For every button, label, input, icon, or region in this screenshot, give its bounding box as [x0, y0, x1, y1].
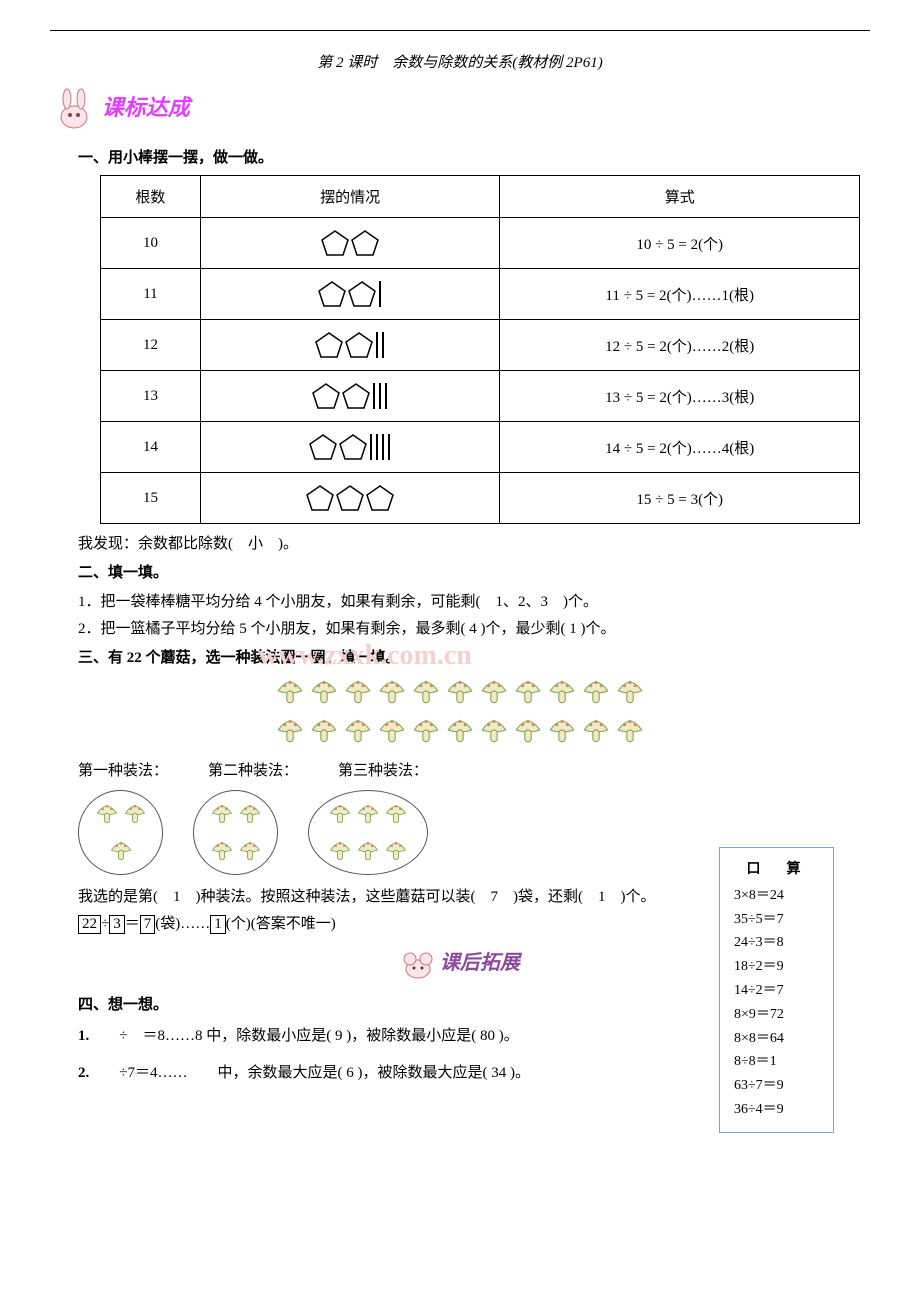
mouse-icon [400, 949, 436, 981]
pack-option-1 [78, 790, 163, 875]
mental-math-item: 14÷2＝7 [734, 979, 819, 1003]
table-row: 1212 ÷ 5 = 2(个)……2(根) [101, 320, 860, 371]
pack-option-2 [193, 790, 278, 875]
table-row: 1313 ÷ 5 = 2(个)……3(根) [101, 371, 860, 422]
mental-math-item: 3×8＝24 [734, 884, 819, 908]
th-count: 根数 [101, 176, 201, 218]
mental-math-item: 24÷3＝8 [734, 931, 819, 955]
label-pack1: 第一种装法： [78, 759, 168, 780]
table-row: 1414 ÷ 5 = 2(个)……4(根) [101, 422, 860, 473]
mental-math-item: 18÷2＝9 [734, 955, 819, 979]
mental-math-item: 35÷5＝7 [734, 908, 819, 932]
mental-math-item: 8×9＝72 [734, 1003, 819, 1027]
th-arrangement: 摆的情况 [200, 176, 500, 218]
bunny-icon [50, 87, 98, 131]
label-pack2: 第二种装法： [208, 759, 298, 780]
s2-q1: 1．把一袋棒棒糖平均分给 4 个小朋友，如果有剩余，可能剩( 1、2、3 )个。 [78, 590, 870, 611]
page-title: 第 2 课时 余数与除数的关系(教材例 2P61) [50, 51, 870, 72]
sticks-table: 根数 摆的情况 算式 1010 ÷ 5 = 2(个)1111 ÷ 5 = 2(个… [100, 175, 860, 524]
label-pack3: 第三种装法： [338, 759, 428, 780]
mushroom-grid [50, 675, 870, 753]
section-1-heading: 一、用小棒摆一摆，做一做。 [78, 146, 870, 167]
pack-labels: 第一种装法： 第二种装法： 第三种装法： [78, 759, 870, 780]
mental-math-box: 口 算 3×8＝2435÷5＝724÷3＝818÷2＝914÷2＝78×9＝72… [719, 847, 834, 1133]
section1-conclusion: 我发现：余数都比除数( 小 )。 [78, 532, 870, 553]
table-row: 1515 ÷ 5 = 3(个) [101, 473, 860, 524]
mental-math-item: 63÷7＝9 [734, 1074, 819, 1098]
sidebox-title: 口 算 [734, 858, 819, 882]
pack-option-3 [308, 790, 428, 875]
th-equation: 算式 [500, 176, 860, 218]
mental-math-item: 8×8＝64 [734, 1027, 819, 1051]
section-3-heading: 三、有 22 个蘑菇，选一种装法圈一圈，填一填。 www.zxxk.com.cn [78, 646, 870, 667]
section-2-heading: 二、填一填。 [78, 561, 870, 582]
s2-q2: 2．把一篮橘子平均分给 5 个小朋友，如果有剩余，最多剩( 4 )个，最少剩( … [78, 617, 870, 638]
table-row: 1111 ÷ 5 = 2(个)……1(根) [101, 269, 860, 320]
mental-math-item: 36÷4＝9 [734, 1098, 819, 1122]
mental-math-item: 8÷8＝1 [734, 1050, 819, 1074]
s3-choice: 我选的是第( 1 )种装法。按照这种装法，这些蘑菇可以装( 7 )袋，还剩( 1… [78, 885, 758, 906]
table-row: 1010 ÷ 5 = 2(个) [101, 218, 860, 269]
banner-achievement: 课标达成 [50, 87, 870, 136]
